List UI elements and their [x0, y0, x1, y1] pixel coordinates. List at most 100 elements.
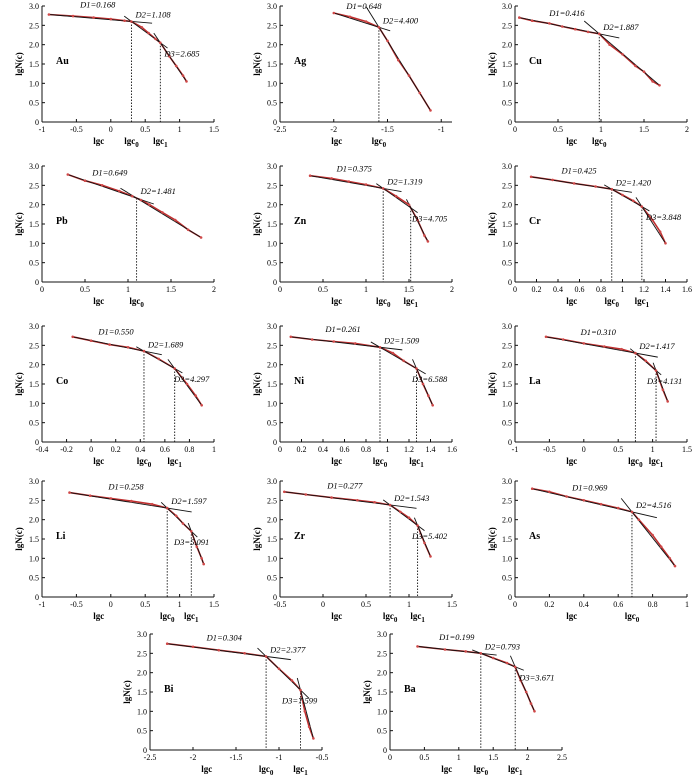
- data-point: [217, 648, 221, 652]
- data-point: [429, 555, 432, 558]
- segment-fit-line: [635, 197, 666, 244]
- fractal-dimension-label: D1=0.550: [97, 327, 134, 337]
- data-point: [71, 335, 74, 339]
- x-tick-label: 0.6: [613, 600, 623, 609]
- y-tick-label: 0: [383, 746, 387, 755]
- segment-fit-line: [290, 336, 403, 351]
- data-point: [603, 345, 606, 348]
- y-tick-label: 2.0: [502, 41, 512, 50]
- y-tick-label: 2.0: [502, 516, 512, 525]
- x-tick-label: 1.6: [447, 445, 457, 454]
- data-point: [634, 64, 637, 68]
- x-axis-label: lgc: [566, 296, 577, 306]
- y-axis-label: lgN(c): [252, 527, 262, 551]
- x-tick-label: 0.4: [579, 600, 589, 609]
- x-tick-label: 0: [388, 753, 392, 762]
- x-tick-label: -1: [39, 125, 46, 134]
- lgc0-main: lgc: [376, 296, 387, 306]
- panel-ba: 0 0.5 1.0 1.5 2.0 2.5 3.0 0 0.5 1 1.5 2 2.5 lgN(c) lgc…: [360, 628, 570, 778]
- y-tick-label: 2.5: [29, 496, 39, 505]
- y-tick-label: 2.0: [137, 669, 147, 678]
- breakpoint-label: lgc0: [625, 611, 640, 624]
- lgc1-main: lgc: [403, 296, 414, 306]
- y-tick-label: 1.5: [29, 220, 39, 229]
- data-point: [157, 357, 160, 361]
- data-point: [147, 31, 150, 35]
- data-point: [582, 499, 586, 502]
- data-point: [651, 218, 654, 222]
- y-tick-label: 3.0: [377, 630, 387, 639]
- data-point: [308, 174, 312, 177]
- y-axis-label: lgN(c): [252, 212, 262, 236]
- x-tick-label: -0.5: [70, 600, 83, 609]
- chart-svg: 0 0.5 1.0 1.5 2.0 2.5 3.0 -1 -0.5 0 0.5 1 1.5 lgN(c) l…: [14, 477, 219, 624]
- data-point: [89, 339, 93, 342]
- x-tick-label: 0: [109, 600, 113, 609]
- chart-svg: 0 0.5 1.0 1.5 2.0 2.5 3.0 -2.5 -2 -1.5 -1 -0.5 lgN(c…: [122, 630, 328, 777]
- panel-au: 0 0.5 1.0 1.5 2.0 2.5 3.0 -1 -0.5 0 0.5 1 1.5 lgN(c) l…: [12, 0, 222, 150]
- data-point: [289, 335, 293, 339]
- data-point: [142, 349, 146, 353]
- x-tick-label: -2.5: [144, 753, 157, 762]
- x-tick-label: -1: [438, 125, 445, 134]
- segment-fit-line: [583, 20, 660, 86]
- y-tick-label: 3.0: [502, 322, 512, 331]
- x-axis-label: lgc: [93, 296, 104, 306]
- fractal-dimension-label: D1=0.425: [560, 165, 596, 175]
- y-tick-label: 0: [508, 278, 512, 287]
- data-point: [659, 545, 663, 548]
- y-tick-label: 0: [35, 438, 39, 447]
- data-point: [109, 497, 113, 500]
- data-point: [290, 679, 294, 682]
- x-tick-label: 1.4: [661, 285, 671, 294]
- data-point: [443, 648, 447, 651]
- breakpoint-label: lgc1: [184, 611, 199, 624]
- y-tick-label: 1.5: [29, 380, 39, 389]
- y-tick-label: 1.5: [137, 688, 147, 697]
- y-tick-label: 0.5: [267, 574, 277, 583]
- x-tick-label: 2: [450, 285, 454, 294]
- y-axis-label: lgN(c): [487, 212, 497, 236]
- breakpoint-label: lgc1: [293, 764, 308, 777]
- data-point: [599, 502, 603, 506]
- data-point: [185, 80, 188, 83]
- data-point: [130, 20, 133, 23]
- data-point: [108, 343, 111, 346]
- y-tick-label: 2.5: [267, 496, 277, 505]
- element-label: Co: [56, 376, 68, 387]
- y-tick-label: 0.5: [29, 419, 39, 428]
- data-point: [637, 518, 641, 521]
- fractal-dimension-label: D2=4.400: [382, 15, 419, 25]
- data-point: [378, 346, 382, 349]
- segment-fit-line: [67, 174, 154, 205]
- lgc0-sub: 0: [639, 461, 643, 469]
- data-point: [407, 74, 411, 77]
- element-label: Au: [56, 56, 69, 67]
- fit-curve: [167, 642, 315, 739]
- segment-fit-line: [167, 359, 203, 406]
- data-point: [181, 74, 185, 77]
- data-point: [561, 25, 564, 28]
- x-tick-label: 0: [89, 445, 93, 454]
- lgc0-sub: 0: [394, 616, 398, 624]
- lgc1-main: lgc: [508, 764, 519, 774]
- data-point: [299, 688, 302, 692]
- data-point: [47, 13, 51, 16]
- data-point: [386, 39, 389, 43]
- breakpoint-label: lgc0: [372, 136, 387, 149]
- chart-svg: 0 0.5 1.0 1.5 2.0 2.5 3.0 0 0.2 0.4 0.6 0.8 1 lgN(c) l…: [487, 477, 689, 624]
- y-tick-label: 1.0: [267, 554, 277, 563]
- fractal-dimension-label: D1=0.168: [79, 0, 116, 10]
- x-axis-label: lgc: [331, 611, 342, 621]
- fit-curve: [67, 173, 202, 239]
- y-tick-label: 0.5: [377, 727, 387, 736]
- y-tick-label: 2.0: [377, 669, 387, 678]
- data-point: [373, 501, 376, 504]
- y-axis-label: lgN(c): [122, 680, 132, 704]
- lgc1-sub: 1: [178, 461, 182, 469]
- y-tick-label: 1.0: [29, 239, 39, 248]
- x-tick-label: -0.5: [274, 600, 287, 609]
- y-tick-label: 1.5: [267, 220, 277, 229]
- data-point: [529, 175, 533, 179]
